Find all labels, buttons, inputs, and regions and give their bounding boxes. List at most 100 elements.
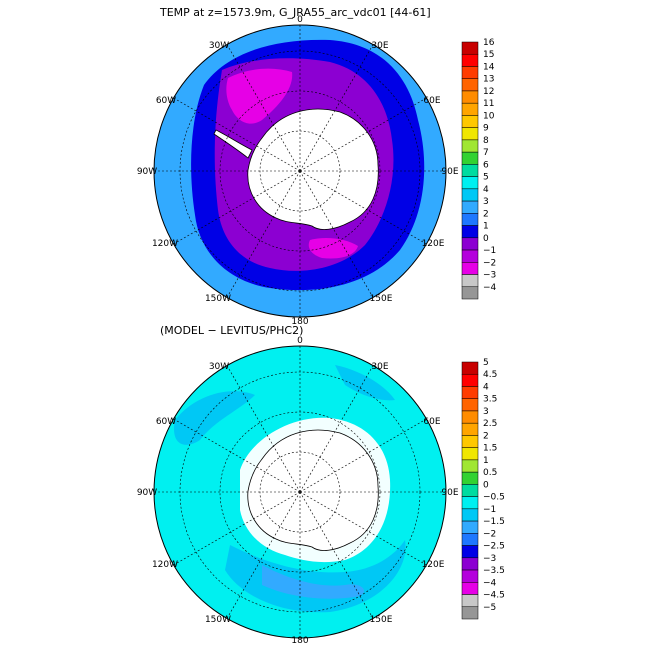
colorbar-label: 14 — [483, 62, 495, 72]
colorbar-swatch — [461, 274, 479, 288]
top-lon-120w: 120W — [152, 239, 178, 249]
bottom-lon-30e: 30E — [371, 362, 388, 372]
meridian-line — [299, 44, 374, 172]
meridian-line — [173, 170, 301, 245]
bottom-lon-90w: 90W — [137, 488, 157, 498]
bottom-lon-120w: 120W — [152, 560, 178, 570]
colorbar-swatch — [461, 557, 479, 571]
colorbar-swatch — [461, 78, 479, 92]
colorbar-label: 3 — [483, 407, 489, 417]
colorbar-label: −2 — [483, 529, 496, 539]
colorbar-swatch — [461, 484, 479, 497]
top-lon-60e: 60E — [423, 96, 440, 106]
colorbar-label: 11 — [483, 99, 494, 109]
top-lon-labels: 0 30E 60E 90E 120E 150E 180 150W 120W 90… — [137, 15, 459, 327]
top-lon-180: 180 — [291, 317, 308, 327]
bottom-lon-60e: 60E — [423, 417, 440, 427]
colorbar-label: 7 — [483, 148, 489, 158]
colorbar-label: 4 — [483, 185, 489, 195]
bottom-lon-90e: 90E — [441, 488, 458, 498]
colorbar-label: 3 — [483, 197, 489, 207]
colorbar-label: 1 — [483, 222, 489, 232]
bottom-lon-60w: 60W — [156, 417, 176, 427]
top-lon-90e: 90E — [441, 167, 458, 177]
colorbar-swatch — [461, 435, 479, 448]
bottom-map-border — [153, 345, 447, 639]
colorbar-swatch — [461, 533, 479, 546]
colorbar-label: 1.5 — [483, 444, 497, 454]
meridian-line — [299, 170, 427, 245]
colorbar-swatch — [461, 66, 479, 79]
colorbar-swatch — [461, 398, 479, 412]
colorbar-label: −1 — [483, 246, 496, 256]
colorbar-label: −3 — [483, 271, 496, 281]
colorbar-label: 10 — [483, 111, 495, 121]
colorbar-swatch — [461, 249, 479, 263]
colorbar-label: −0.5 — [483, 493, 505, 503]
colorbar-swatch — [461, 188, 479, 202]
colorbar-label: 0.5 — [483, 468, 497, 478]
bottom-panel-title: (MODEL − LEVITUS/PHC2) — [160, 324, 303, 337]
meridian-line — [226, 44, 301, 172]
colorbar-label: −1.5 — [483, 517, 505, 527]
colorbar-label: −3 — [483, 554, 496, 564]
top-map — [154, 25, 446, 317]
colorbar-swatch — [461, 286, 479, 300]
bottom-meridians — [154, 346, 446, 638]
bottom-lon-labels: 0 30E 60E 90E 120E 150E 180 150W 120W 90… — [137, 336, 459, 646]
colorbar-label: 15 — [483, 50, 494, 60]
meridian-line — [299, 491, 374, 619]
top-lon-150w: 150W — [205, 294, 231, 304]
colorbar-swatch — [461, 41, 479, 55]
meridian-line — [299, 418, 427, 493]
meridian-line — [299, 365, 374, 493]
bottom-ice-shelf — [240, 417, 391, 563]
colorbar-swatch — [461, 53, 479, 67]
colorbar-label: 5 — [483, 173, 489, 183]
colorbar-swatch — [461, 361, 479, 375]
bottom-panel: (MODEL − LEVITUS/PHC2) 0 30E 60E 90E 120… — [137, 324, 505, 646]
colorbar-label: 5 — [483, 358, 489, 368]
colorbar-swatch — [461, 447, 479, 461]
colorbar-swatch — [461, 176, 479, 190]
bottom-lon-30w: 30W — [209, 362, 229, 372]
bottom-lon-180: 180 — [291, 636, 308, 646]
bottom-colorbar: 5 4.5 4 3.5 3 2.5 2 1.5 1 0.5 0 −0.5 −1 −1.5 −2 −2.5 −3 −… — [461, 358, 505, 620]
top-panel-title: TEMP at z=1573.9m, G_JRA55_arc_vdc01 [44… — [159, 6, 431, 19]
top-lon-150e: 150E — [370, 294, 393, 304]
colorbar-label: 0 — [483, 234, 489, 244]
bottom-field-deep — [262, 565, 365, 599]
meridian-line — [173, 97, 301, 172]
top-field-hot — [226, 68, 293, 124]
colorbar-swatch — [461, 594, 479, 608]
colorbar-swatch — [461, 373, 479, 387]
top-map-border — [153, 24, 447, 318]
colorbar-swatch — [461, 386, 479, 399]
colorbar-swatch — [461, 582, 479, 595]
colorbar-label: 9 — [483, 124, 489, 134]
colorbar-label: 4 — [483, 382, 489, 392]
colorbar-swatch — [461, 164, 479, 177]
colorbar-swatch — [461, 508, 479, 522]
top-lon-30w: 30W — [209, 41, 229, 51]
colorbar-swatch — [461, 151, 479, 165]
colorbar-label: 16 — [483, 38, 495, 48]
colorbar-swatch — [461, 520, 479, 534]
top-antarctica — [247, 108, 379, 230]
colorbar-swatch — [461, 262, 479, 275]
bottom-map — [154, 346, 446, 638]
colorbar-swatch — [461, 213, 479, 226]
meridian-line — [299, 97, 427, 172]
meridian-line — [226, 491, 301, 619]
meridian-line — [226, 170, 301, 298]
colorbar-swatch — [461, 102, 479, 116]
colorbar-swatch — [461, 459, 479, 473]
colorbar-label: 1 — [483, 456, 489, 466]
top-panel: TEMP at z=1573.9m, G_JRA55_arc_vdc01 [44… — [137, 6, 497, 327]
colorbar-label: −4 — [483, 283, 497, 293]
colorbar-swatch — [461, 225, 479, 239]
bottom-field-band — [174, 391, 255, 445]
bottom-lon-120e: 120E — [422, 560, 445, 570]
